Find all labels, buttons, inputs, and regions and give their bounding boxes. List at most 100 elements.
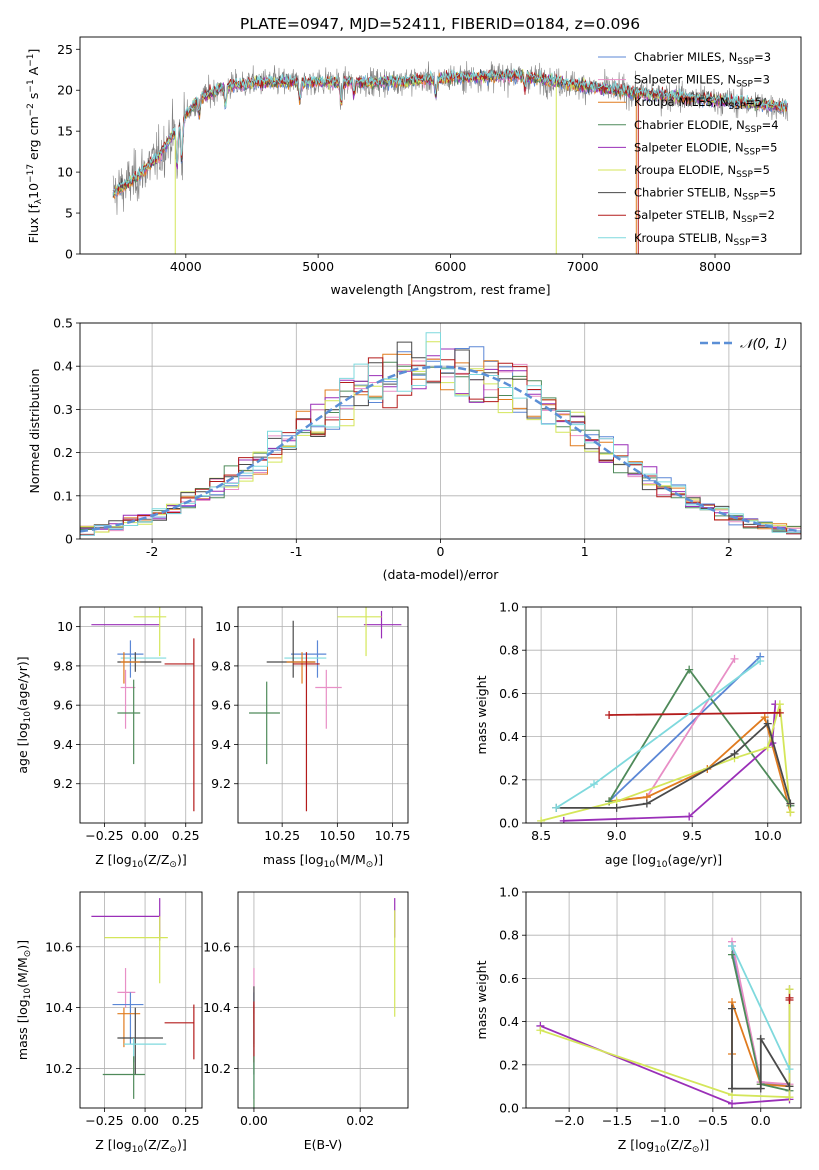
marker-salpeter-miles <box>730 654 739 663</box>
marker-salpeter-stelib <box>785 993 794 1002</box>
x-tick-label: 2 <box>725 544 733 559</box>
y-axis-label: mass weight <box>474 675 489 754</box>
x-axis-label-part: )] <box>699 1137 709 1152</box>
y-axis-label-part: 10 <box>26 183 41 199</box>
x-axis-label: Z [log10(Z/Z⊙)] <box>618 1137 709 1155</box>
legend-label-chabrier-miles: Chabrier MILES, NSSP=3 <box>634 50 771 67</box>
x-axis-label: E(B-V) <box>304 1137 343 1152</box>
x-axis-label-part: Z [log <box>95 852 131 867</box>
legend-label-salpeter-miles-part: =3 <box>753 73 770 87</box>
legend-label-salpeter-miles-part: Salpeter MILES, N <box>634 73 736 87</box>
x-tick-label: -1 <box>290 544 302 559</box>
panels: 4000 5000 6000 7000 80000510152025wavelength… <box>15 36 802 1155</box>
y-axis-label-part: Flux [f <box>26 204 41 244</box>
x-axis-label: Z [log10(Z/Z⊙)] <box>95 852 186 870</box>
series-line-kroupa-elodie <box>540 989 791 1099</box>
x-tick-label: 4000 <box>170 259 202 274</box>
legend-label-kroupa-miles-part: =5 <box>745 95 762 109</box>
legend-label-chabrier-elodie-part: Chabrier ELODIE, N <box>634 118 745 132</box>
y-tick-label: 0.4 <box>499 729 519 744</box>
legend-label-chabrier-stelib-part: SSP <box>742 193 759 203</box>
axes-frame <box>525 606 802 824</box>
y-tick-label: 0.0 <box>499 816 519 831</box>
y-axis-label-part: age [log <box>15 722 30 773</box>
x-tick-label: 10.75 <box>375 828 411 843</box>
legend-label-salpeter-elodie-part: SSP <box>744 147 761 157</box>
legend-label-chabrier-stelib-part: Chabrier STELIB, N <box>634 186 742 200</box>
figure-title: PLATE=0947, MJD=52411, FIBERID=0184, z=0… <box>240 15 640 33</box>
legend-label-kroupa-miles-part: SSP <box>729 102 746 112</box>
x-tick-label: -2 <box>146 544 158 559</box>
y-axis-label-part: A <box>26 66 41 79</box>
y-tick-label: 15 <box>57 124 73 139</box>
marker-salpeter-stelib <box>775 708 784 717</box>
y-tick-label: 0.2 <box>53 445 73 460</box>
y-tick-label: 0.2 <box>499 1057 519 1072</box>
legend-label-salpeter-stelib-part: SSP <box>741 215 758 225</box>
x-tick-label: 6000 <box>435 259 467 274</box>
legend-label-chabrier-stelib: Chabrier STELIB, NSSP=5 <box>634 186 776 203</box>
axes-frame <box>525 891 802 1109</box>
x-tick-label: 0.00 <box>131 828 159 843</box>
x-tick-label: 9.0 <box>607 828 627 843</box>
x-tick-label: −2.0 <box>554 1113 584 1128</box>
y-tick-label: 9.2 <box>211 776 231 791</box>
y-tick-label: 10.4 <box>203 1000 231 1015</box>
x-tick-label: 7000 <box>567 259 599 274</box>
y-tick-label: 0.4 <box>53 359 73 374</box>
x-axis-label-part: (Z/Z <box>143 852 169 867</box>
y-axis-label: mass [log10(M/M⊙)] <box>15 940 33 1060</box>
marker-kroupa-stelib <box>756 657 765 665</box>
x-axis-label-part: ⊙ <box>692 1145 700 1155</box>
y-tick-label: 0.0 <box>499 1101 519 1116</box>
marker-chabrier-stelib <box>763 719 772 728</box>
y-tick-label: 0.6 <box>499 971 519 986</box>
y-axis-label: Flux [fλ10−17 erg cm−2 s−1 A−1] <box>26 49 44 244</box>
legend-label-salpeter-stelib: Salpeter STELIB, NSSP=2 <box>634 208 775 225</box>
x-tick-label: 0 <box>437 544 445 559</box>
y-tick-label: 9.2 <box>53 776 73 791</box>
x-axis-label-part: (age/yr)] <box>667 852 722 867</box>
x-tick-label: 0.0 <box>751 1113 771 1128</box>
series-line-chabrier-stelib <box>556 721 792 809</box>
marker-chabrier-stelib <box>785 1082 794 1091</box>
y-axis-label-part: ] <box>26 49 41 54</box>
y-axis-label-part: s <box>26 93 41 104</box>
marker-chabrier-stelib <box>786 799 795 808</box>
marker-chabrier-stelib <box>728 1004 737 1013</box>
y-tick-label: 0.2 <box>499 772 519 787</box>
legend: Chabrier MILES, NSSP=3 Salpeter MILES, N S… <box>598 50 779 248</box>
series-line-chabrier-elodie <box>608 667 792 807</box>
axes-frame <box>237 606 409 824</box>
y-tick-label: 10.2 <box>203 1061 231 1076</box>
y-tick-label: 9.8 <box>211 658 231 673</box>
y-tick-label: 5 <box>65 206 73 221</box>
y-tick-label: 0 <box>65 532 73 547</box>
x-axis-label-part: )] <box>177 852 187 867</box>
x-tick-label: 0.00 <box>240 1113 268 1128</box>
panel-mass-weight-vs-age: 8.5 9.0 9.5 10.0 0.0 0.2 0.4 0.6 0.8 1.0 age [log1… <box>474 600 802 870</box>
y-tick-label: 25 <box>57 42 73 57</box>
marker-salpeter-stelib <box>605 711 614 719</box>
plot-area <box>536 937 794 1108</box>
x-axis-label-part: 10 <box>132 1145 144 1155</box>
y-tick-label: 0.4 <box>499 1014 519 1029</box>
x-axis-label-part: mass [log <box>263 852 324 867</box>
y-tick-label: 10.6 <box>45 939 73 954</box>
legend-label-salpeter-elodie-part: =5 <box>761 140 778 154</box>
legend-label-kroupa-stelib-part: SSP <box>734 238 751 248</box>
marker-kroupa-elodie <box>775 700 784 709</box>
y-axis-label-part: (M/M <box>15 957 30 988</box>
legend-label-kroupa-stelib-part: Kroupa STELIB, N <box>634 231 734 245</box>
marker-chabrier-stelib <box>730 749 739 758</box>
y-axis-label: Normed distribution <box>27 369 42 494</box>
series-line-chabrier-miles <box>608 656 761 803</box>
y-axis-label-part: )] <box>15 940 30 950</box>
x-axis-label: wavelength [Angstrom, rest frame] <box>330 282 550 297</box>
legend-label-salpeter-stelib-part: Salpeter STELIB, N <box>634 208 741 222</box>
y-tick-label: 0.8 <box>499 643 519 658</box>
histogram-step-kroupa-stelib <box>80 332 801 536</box>
x-tick-label: 0.25 <box>172 1113 200 1128</box>
legend-label-kroupa-elodie: Kroupa ELODIE, NSSP=5 <box>634 163 770 180</box>
plot-area <box>253 898 396 1108</box>
